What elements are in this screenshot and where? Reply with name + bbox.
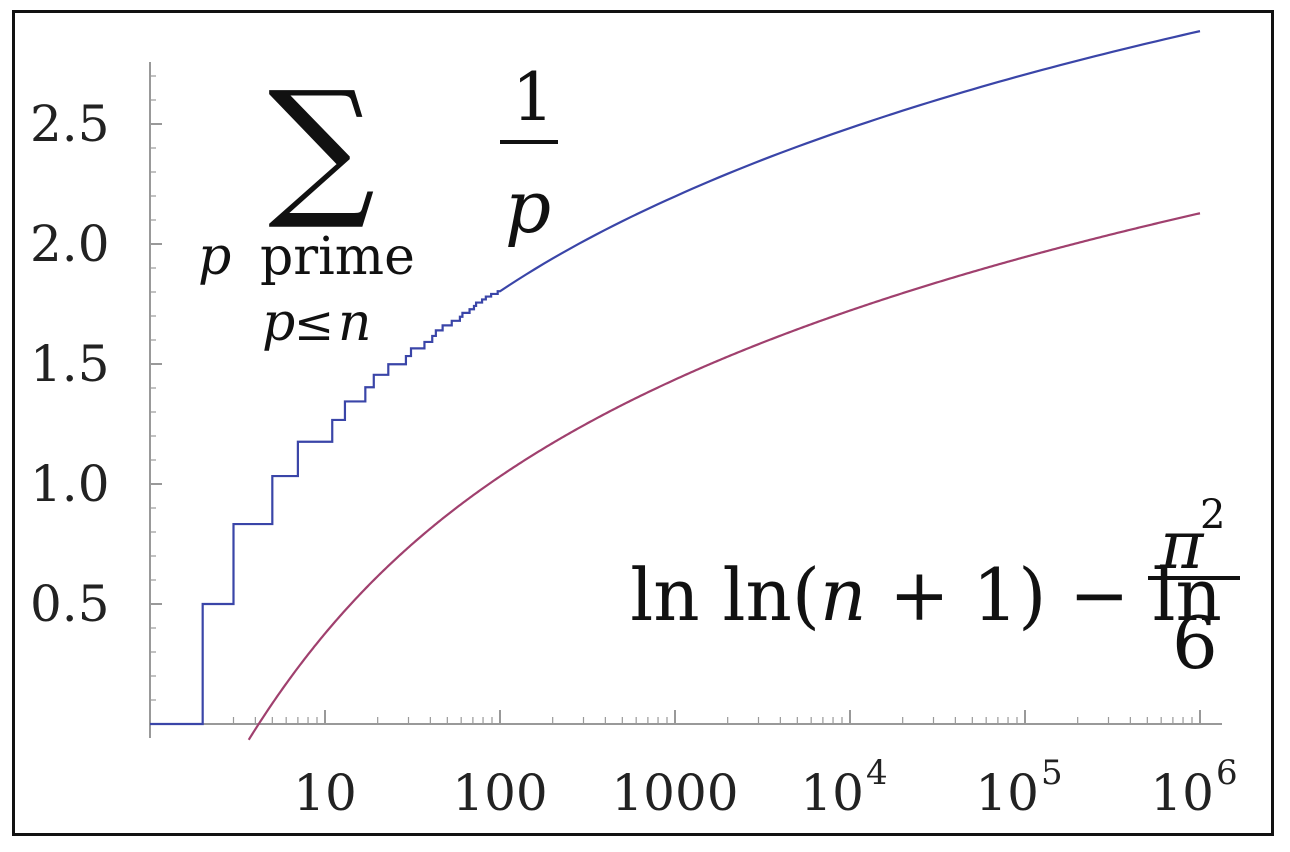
sum-condition2-var: p	[262, 293, 295, 353]
x-tick-label: 1000	[611, 764, 738, 822]
formula-var: n	[820, 553, 866, 637]
y-tick-label: 1.0	[30, 455, 110, 513]
y-tick-label: 2.0	[30, 215, 110, 273]
series-lnln-approximation	[247, 212, 1201, 741]
x-tick-label: 10	[293, 764, 357, 822]
formula-denominator: 6	[1172, 601, 1218, 685]
y-tick-label: 0.5	[30, 575, 110, 633]
sum-condition2-bound: n	[338, 293, 372, 353]
formula-part1: ln ln(	[630, 553, 820, 637]
svg-text:ln ln(n + 1) − ln: ln ln(n + 1) − ln	[470, 553, 1290, 637]
x-tick-label-exponent: 6	[1216, 753, 1238, 793]
x-tick-label: 10	[1150, 764, 1214, 822]
chart-frame	[12, 10, 1274, 836]
axes: 0.51.01.52.02.510 100 1000 10 4 10 5 10 6	[30, 62, 1238, 822]
sum-denominator: p	[505, 165, 551, 249]
formula-part2: + 1) − ln	[866, 553, 1222, 637]
formula-annotation: ln ln(n + 1) − ln π 2 6	[470, 492, 1290, 685]
sum-condition-var: p	[198, 227, 231, 287]
sum-condition-word: prime	[260, 227, 415, 287]
sum-fraction-bar	[500, 140, 558, 144]
x-tick-label-exponent: 5	[1041, 753, 1063, 793]
x-tick-label: 100	[452, 764, 547, 822]
x-tick-label-exponent: 4	[866, 753, 888, 793]
formula-fraction-bar	[1148, 576, 1240, 580]
series-layer	[150, 30, 1201, 741]
sum-numerator: 1	[512, 59, 554, 136]
series-sum-of-reciprocal-primes	[150, 30, 1201, 726]
x-tick-label: 10	[800, 764, 864, 822]
y-tick-label: 1.5	[30, 335, 110, 393]
formula-numerator-base: π	[1159, 507, 1205, 584]
sum-condition2-op: ≤	[294, 296, 334, 352]
sum-symbol: ∑	[268, 60, 375, 234]
formula-numerator-exp: 2	[1200, 492, 1225, 538]
sum-annotation: ∑ 1 p p prime p ≤ n	[198, 59, 558, 353]
y-tick-label: 2.5	[30, 95, 110, 153]
x-tick-label: 10	[975, 764, 1039, 822]
